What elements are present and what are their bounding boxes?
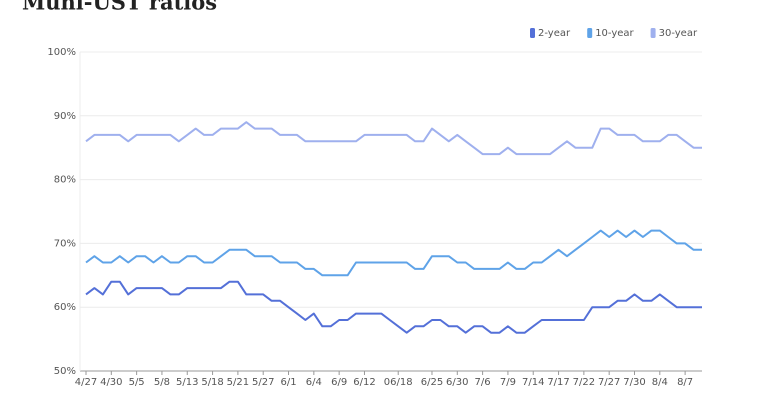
x-tick-label: 7/17 [547, 377, 569, 388]
x-tick-label: 7/27 [598, 377, 620, 388]
legend-swatch [587, 28, 593, 38]
legend-label: 10-year [595, 28, 634, 39]
x-tick-label: 7/30 [623, 377, 645, 388]
x-tick-label: 7/9 [500, 377, 516, 388]
x-tick-label: 06/18 [384, 377, 413, 388]
y-tick-label: 90% [54, 111, 76, 122]
series-line [85, 280, 702, 334]
chart-title: Muni-UST ratios [22, 0, 217, 15]
x-tick-label: 7/22 [573, 377, 595, 388]
y-tick-label: 70% [54, 238, 76, 249]
legend-swatch [650, 28, 656, 38]
x-tick-label: 6/12 [353, 377, 375, 388]
x-tick-label: 6/25 [421, 377, 443, 388]
x-tick-label: 5/21 [227, 377, 249, 388]
x-tick-label: 5/18 [201, 377, 223, 388]
y-tick-label: 100% [47, 47, 76, 58]
x-tick-label: 7/14 [522, 377, 544, 388]
legend-label: 30-year [659, 28, 698, 39]
x-tick-label: 5/27 [252, 377, 274, 388]
x-tick-label: 6/4 [306, 377, 322, 388]
x-tick-label: 8/4 [652, 377, 668, 388]
x-tick-label: 5/8 [154, 377, 170, 388]
legend-swatch [530, 28, 535, 38]
y-tick-label: 60% [54, 302, 76, 313]
x-tick-label: 8/7 [677, 377, 693, 388]
x-tick-label: 6/1 [280, 377, 296, 388]
series-line [85, 121, 702, 156]
x-tick-label: 5/5 [129, 377, 145, 388]
x-tick-label: 6/30 [446, 377, 468, 388]
x-tick-label: 4/30 [100, 377, 122, 388]
series-line [85, 229, 702, 277]
y-tick-label: 80% [54, 175, 76, 186]
x-tick-label: 7/6 [475, 377, 491, 388]
legend-label: 2-year [538, 28, 571, 39]
x-tick-label: 5/13 [176, 377, 198, 388]
x-tick-label: 4/27 [75, 377, 97, 388]
x-tick-label: 6/9 [331, 377, 347, 388]
y-tick-label: 50% [54, 366, 76, 377]
